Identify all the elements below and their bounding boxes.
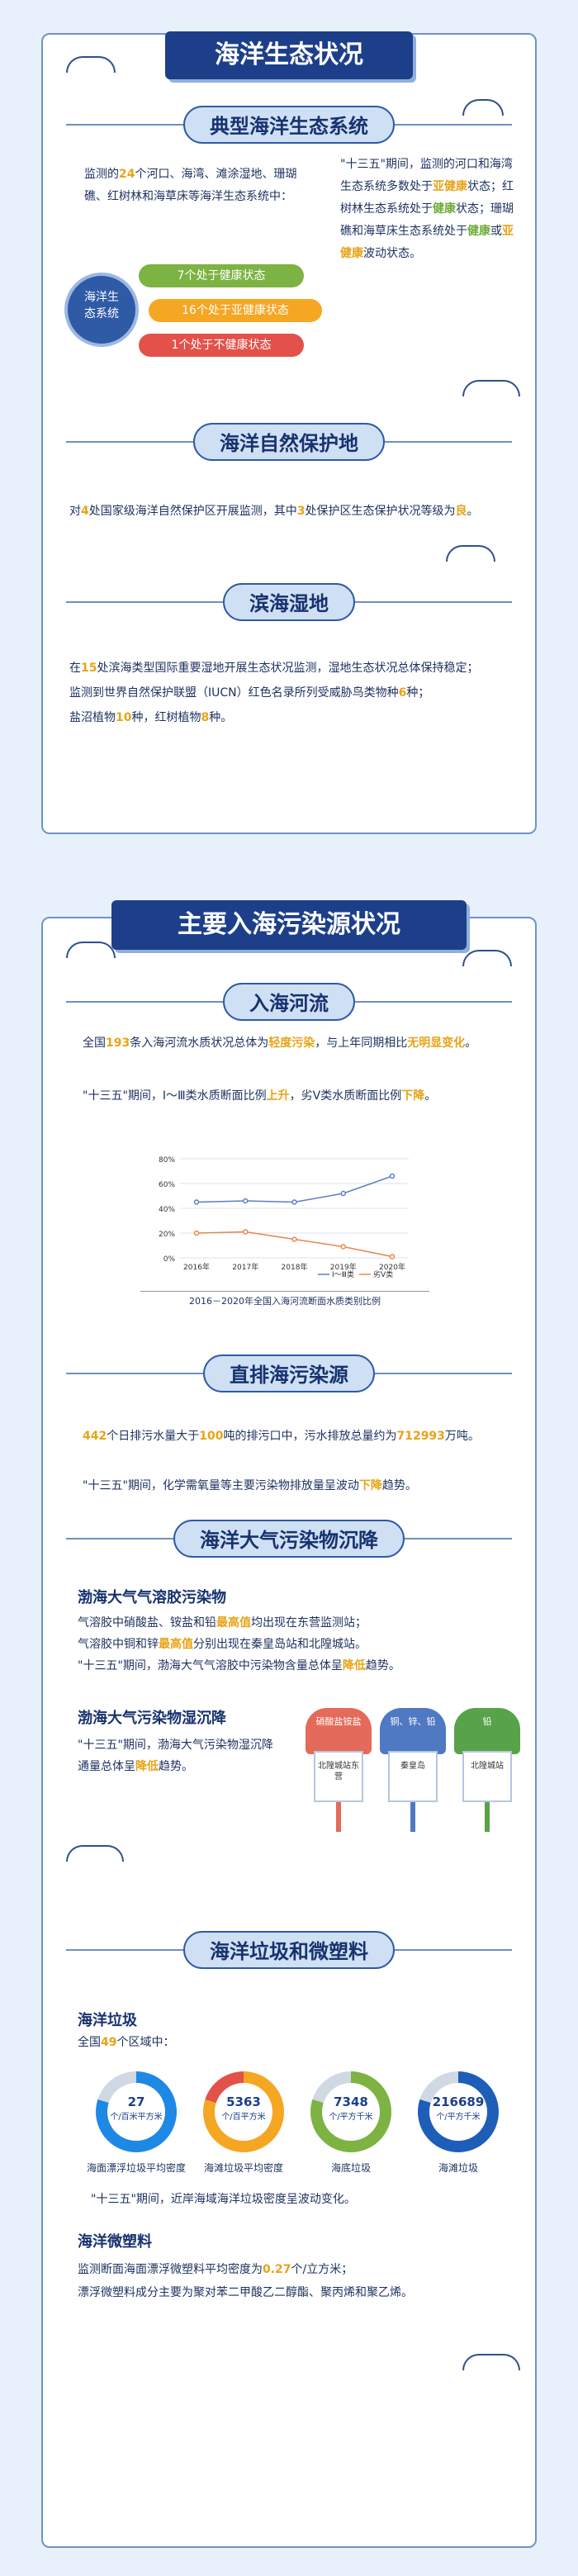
data-point (389, 1254, 396, 1260)
subhead-river: 入海河流 (223, 983, 355, 1021)
status-pill-subhealthy: 16个处于亚健康状态 (149, 299, 322, 322)
ecosystem-text-right: "十三五"期间，监测的河口和海湾生态系统多数处于亚健康状态；红树林生态系统处于健… (340, 158, 514, 260)
aerosol-text: 气溶胶中硝酸盐、铵盐和铅最高值均出现在东营监测站； 气溶胶中铜和锌最高值分别出现… (78, 1616, 400, 1672)
subhead-outfall: 直排海污染源 (203, 1354, 375, 1392)
river-chart: 0% 20% 40% 60% 80% 2016年 2017年 2018年 2019年 2020年 Ⅰ… (140, 1144, 429, 1309)
data-point (291, 1236, 297, 1242)
y-tick-label: 80% (159, 1156, 175, 1165)
data-point (243, 1229, 249, 1235)
ring-center: 27 个/百米平方米 (107, 2083, 165, 2141)
x-tick-label: 2020年 (379, 1262, 405, 1272)
data-point (291, 1199, 297, 1205)
litter-trend-text: "十三五"期间，近岸海域海洋垃圾密度呈波动变化。 (91, 2193, 356, 2206)
station-lamp-2: 铜、锌、铅 秦皇岛 (380, 1708, 446, 1832)
litter-intro: 全国49个区域中： (78, 2036, 175, 2049)
cloud-icon (66, 942, 116, 958)
data-point (193, 1199, 200, 1205)
lamp-stick (485, 1802, 490, 1832)
status-pill-unhealthy: 1个处于不健康状态 (139, 334, 304, 357)
wetland-text: 在15处滨海类型国际重要湿地开展生态状况监测，湿地生态状况总体保持稳定； 监测到… (69, 662, 479, 724)
litter-heading: 海洋垃圾 (78, 2012, 137, 2029)
lamp-body: 秦皇岛 (388, 1751, 438, 1802)
data-point (340, 1190, 346, 1197)
station-lamp-1: 硝酸盐铵盐 北隍城站东营 (306, 1708, 372, 1832)
microplastic-text: 监测断面海面漂浮微塑料平均密度为0.27个/立方米； 漂浮微塑料成分主要为聚对苯… (78, 2263, 413, 2299)
y-tick-label: 40% (159, 1206, 175, 1214)
microplastic-heading: 海洋微塑料 (78, 2233, 152, 2251)
wet-deposition-heading: 渤海大气污染物湿沉降 (78, 1710, 226, 1727)
lamp-head: 铜、锌、铅 (380, 1708, 446, 1754)
lamp-head: 铅 (454, 1708, 520, 1754)
cloud-icon (462, 950, 512, 966)
cloud-icon (66, 1845, 124, 1862)
outfall-text-1: 442个日排污水量大于100吨的排污口中，污水排放总量约为712993万吨。 (83, 1430, 480, 1443)
ecosystem-circle: 海洋生态系统 (64, 273, 139, 347)
x-tick-label: 2016年 (183, 1262, 210, 1272)
data-point (243, 1198, 249, 1204)
lamp-body: 北隍城站东营 (314, 1751, 363, 1802)
outfall-text-2: "十三五"期间，化学需氧量等主要污染物排放量呈波动下降趋势。 (83, 1479, 417, 1492)
reserve-text: 对4处国家级海洋自然保护区开展监测，其中3处保护区生态保护状况等级为良。 (69, 505, 479, 518)
subhead-wetland-row: 滨海湿地 (66, 583, 512, 621)
lamp-body: 北隍城站 (462, 1751, 512, 1802)
x-tick-label: 2019年 (330, 1262, 357, 1272)
y-tick-label: 0% (163, 1255, 176, 1264)
status-pill-healthy: 7个处于健康状态 (139, 264, 304, 287)
aerosol-heading: 渤海大气气溶胶污染物 (78, 1589, 226, 1606)
litter-ring-2: 5363 个/百平方米 (203, 2071, 284, 2152)
ring-center: 5363 个/百平方米 (215, 2083, 272, 2141)
river-chart-svg: 0% 20% 40% 60% 80% 2016年 2017年 2018年 2019年 2020年 Ⅰ… (159, 1156, 409, 1279)
subhead-wetland: 滨海湿地 (223, 583, 355, 621)
subhead-litter-row: 海洋垃圾和微塑料 (66, 1931, 512, 1969)
subhead-reserve: 海洋自然保护地 (193, 423, 385, 461)
data-point (193, 1230, 200, 1236)
series-line-2 (196, 1231, 393, 1258)
legend-label: Ⅰ～Ⅲ类 (332, 1269, 354, 1279)
cloud-icon (446, 545, 495, 562)
ecosystem-text-left: 监测的24个河口、海湾、滩涂湿地、珊瑚礁、红树林和海草床等海洋生态系统中： (84, 168, 297, 203)
litter-ring-caption-4: 海滩垃圾 (438, 2162, 478, 2174)
pollution-title: 主要入海污染源状况 (111, 900, 467, 950)
ring-center: 7348 个/平方千米 (322, 2083, 380, 2141)
litter-ring-caption-2: 海滩垃圾平均密度 (203, 2162, 283, 2174)
subhead-outfall-row: 直排海污染源 (66, 1354, 512, 1392)
y-tick-label: 20% (159, 1231, 175, 1239)
river-text-2: "十三五"期间，Ⅰ～Ⅲ类水质断面比例上升，劣Ⅴ类水质断面比例下降。 (83, 1089, 437, 1103)
chart-title: 2016－2020年全国入海河流断面水质类别比例 (140, 1291, 429, 1307)
station-lamp-3: 铅 北隍城站 (454, 1708, 520, 1832)
litter-ring-4: 216689 个/平方千米 (418, 2071, 499, 2152)
litter-ring-caption-3: 海底垃圾 (330, 2162, 371, 2174)
wet-deposition-text: "十三五"期间，渤海大气污染物湿沉降通量总体呈降低趋势。 (78, 1739, 273, 1773)
lamp-stick (336, 1802, 341, 1832)
data-point (340, 1244, 346, 1250)
cloud-icon (462, 2354, 520, 2370)
subhead-litter: 海洋垃圾和微塑料 (183, 1931, 395, 1969)
litter-ring-caption-1: 海面漂浮垃圾平均密度 (86, 2162, 186, 2174)
litter-ring-1: 27 个/百米平方米 (96, 2071, 177, 2152)
legend-label: 劣Ⅴ类 (373, 1269, 393, 1279)
x-tick-label: 2017年 (232, 1262, 258, 1272)
lamp-stick (410, 1802, 415, 1832)
series-line-1 (196, 1175, 393, 1203)
subhead-atmos: 海洋大气污染物沉降 (173, 1520, 405, 1558)
x-tick-label: 2018年 (282, 1262, 308, 1272)
ecology-title: 海洋生态状况 (165, 31, 413, 79)
subhead-river-row: 入海河流 (66, 983, 512, 1021)
data-point (389, 1173, 396, 1179)
subhead-ecosystem: 典型海洋生态系统 (183, 106, 395, 144)
y-tick-label: 60% (159, 1181, 175, 1189)
subhead-ecosystem-row: 典型海洋生态系统 (66, 106, 512, 144)
subhead-atmos-row: 海洋大气污染物沉降 (66, 1520, 512, 1558)
litter-ring-3: 7348 个/平方千米 (310, 2071, 391, 2152)
cloud-icon (462, 380, 520, 396)
river-text-1: 全国193条入海河流水质状况总体为轻度污染，与上年同期相比无明显变化。 (83, 1037, 477, 1050)
cloud-icon (66, 56, 116, 73)
subhead-reserve-row: 海洋自然保护地 (66, 423, 512, 461)
lamp-head: 硝酸盐铵盐 (306, 1708, 372, 1754)
ring-center: 216689 个/平方千米 (429, 2083, 487, 2141)
